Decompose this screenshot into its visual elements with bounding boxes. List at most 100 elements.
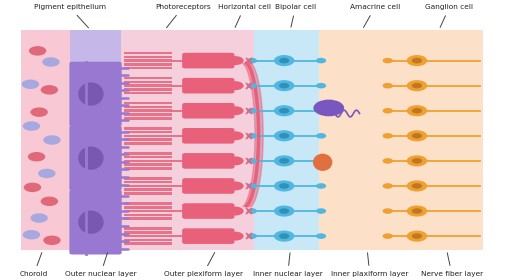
Circle shape (28, 152, 45, 162)
Bar (124, 185, 172, 187)
Circle shape (279, 58, 289, 63)
Bar (21, 30, 70, 250)
Circle shape (412, 58, 422, 63)
Circle shape (412, 208, 422, 214)
Ellipse shape (78, 211, 104, 234)
Bar (124, 181, 172, 183)
Circle shape (274, 155, 295, 167)
Circle shape (316, 158, 326, 164)
Bar (124, 227, 172, 230)
Bar (124, 242, 172, 245)
Circle shape (279, 133, 289, 139)
Circle shape (382, 233, 393, 239)
FancyBboxPatch shape (182, 78, 234, 94)
Circle shape (274, 206, 295, 217)
Circle shape (316, 208, 326, 214)
Circle shape (279, 208, 289, 214)
Text: Outer nuclear layer: Outer nuclear layer (65, 253, 136, 277)
Bar (124, 164, 172, 166)
Text: Inner plaxiform layer: Inner plaxiform layer (331, 253, 409, 277)
Bar (124, 127, 172, 130)
Circle shape (407, 155, 427, 167)
Circle shape (279, 233, 289, 239)
Text: Ganglion cell: Ganglion cell (425, 4, 473, 27)
Circle shape (227, 207, 244, 216)
Text: Photoreceptors: Photoreceptors (155, 4, 211, 28)
FancyBboxPatch shape (182, 128, 234, 144)
Bar (124, 152, 172, 155)
Bar (124, 239, 172, 241)
Circle shape (407, 180, 427, 192)
FancyBboxPatch shape (182, 53, 234, 68)
FancyBboxPatch shape (182, 228, 234, 244)
Bar (319, 30, 390, 250)
Circle shape (316, 133, 326, 139)
Bar (124, 81, 172, 83)
Circle shape (274, 105, 295, 116)
FancyBboxPatch shape (69, 190, 122, 255)
Circle shape (407, 206, 427, 217)
Circle shape (316, 108, 326, 113)
FancyBboxPatch shape (182, 153, 234, 169)
Bar (124, 156, 172, 158)
Circle shape (382, 83, 393, 88)
Bar (254, 30, 319, 250)
Circle shape (279, 158, 289, 164)
Text: Bipolar cell: Bipolar cell (275, 4, 316, 27)
Bar (124, 113, 172, 116)
Text: Inner nuclear layer: Inner nuclear layer (253, 253, 323, 277)
Circle shape (227, 181, 244, 190)
Bar (124, 52, 172, 54)
Bar (124, 202, 172, 205)
Text: Horizontal cell: Horizontal cell (218, 4, 271, 27)
Bar (124, 177, 172, 180)
Circle shape (274, 55, 295, 66)
Circle shape (38, 169, 56, 178)
Bar (124, 67, 172, 69)
FancyBboxPatch shape (69, 126, 122, 190)
Bar (124, 210, 172, 212)
Bar (124, 109, 172, 112)
Circle shape (407, 230, 427, 242)
Circle shape (30, 213, 48, 223)
Circle shape (316, 83, 326, 88)
Bar (124, 214, 172, 216)
Circle shape (247, 58, 257, 63)
Circle shape (43, 135, 61, 145)
Bar (124, 63, 172, 66)
Circle shape (30, 108, 48, 117)
Circle shape (227, 56, 244, 65)
Circle shape (382, 58, 393, 63)
Circle shape (23, 121, 40, 131)
Circle shape (24, 183, 41, 192)
Circle shape (382, 158, 393, 164)
Circle shape (407, 55, 427, 66)
Circle shape (412, 108, 422, 113)
Ellipse shape (313, 154, 333, 171)
Text: Pigment epithelium: Pigment epithelium (34, 4, 106, 28)
Bar (124, 59, 172, 62)
FancyBboxPatch shape (182, 103, 234, 118)
Circle shape (382, 108, 393, 113)
Circle shape (42, 57, 60, 67)
Circle shape (247, 108, 257, 113)
Circle shape (247, 233, 257, 239)
Circle shape (407, 80, 427, 91)
Circle shape (314, 100, 344, 116)
Circle shape (247, 183, 257, 189)
Circle shape (279, 183, 289, 189)
Circle shape (274, 80, 295, 91)
Ellipse shape (78, 82, 104, 106)
Circle shape (247, 83, 257, 88)
Circle shape (23, 230, 40, 239)
Circle shape (247, 158, 257, 164)
Circle shape (382, 183, 393, 189)
Bar (390, 30, 483, 250)
Circle shape (227, 131, 244, 140)
Bar (124, 88, 172, 91)
FancyBboxPatch shape (69, 62, 122, 126)
Ellipse shape (78, 146, 104, 170)
Circle shape (227, 81, 244, 90)
Bar (124, 235, 172, 237)
Circle shape (22, 80, 39, 89)
